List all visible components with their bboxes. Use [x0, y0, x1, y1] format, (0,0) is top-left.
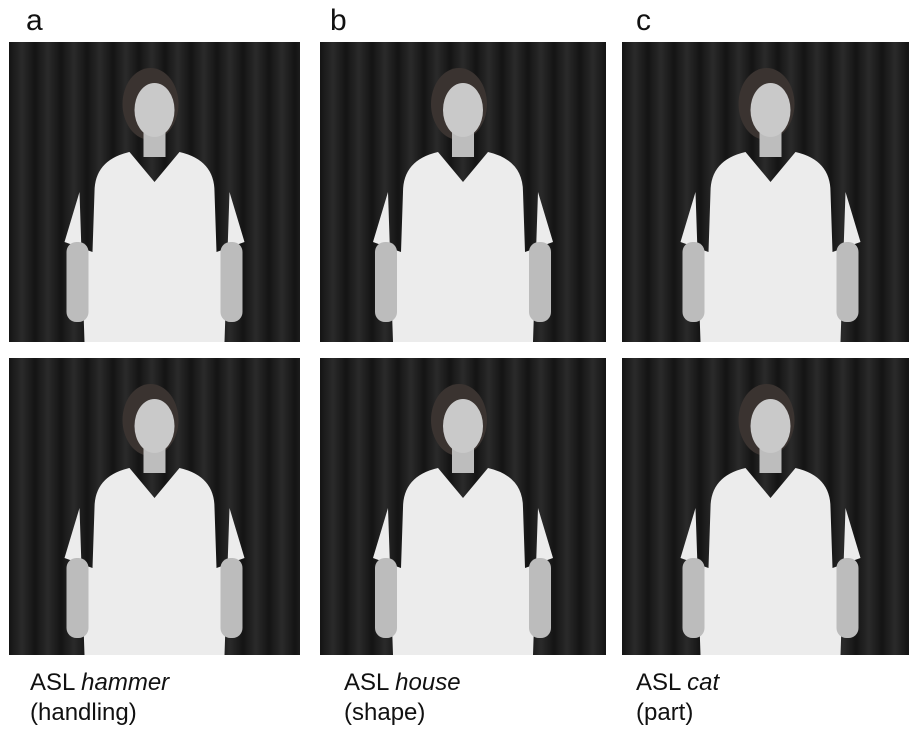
arm	[221, 558, 243, 638]
panel-label: b	[330, 4, 347, 38]
arm	[837, 242, 859, 322]
sign-category: (handling)	[30, 699, 137, 726]
arm	[375, 242, 397, 322]
photo	[320, 358, 606, 655]
photo	[622, 42, 909, 342]
sign-name: hammer	[81, 669, 169, 696]
photo-grid	[0, 0, 909, 731]
photo	[320, 42, 606, 342]
caption-prefix: ASL	[30, 669, 74, 696]
arm	[67, 242, 89, 322]
face	[751, 399, 791, 453]
face	[135, 399, 175, 453]
sign-name: house	[395, 669, 460, 696]
caption-prefix: ASL	[636, 669, 680, 696]
sign-category: (shape)	[344, 699, 425, 726]
photo	[9, 358, 300, 655]
caption: ASL cat (part)	[636, 668, 719, 728]
sign-name: cat	[687, 669, 719, 696]
arm	[375, 558, 397, 638]
arm	[683, 558, 705, 638]
caption-prefix: ASL	[344, 669, 388, 696]
arm	[683, 242, 705, 322]
panel-label: a	[26, 4, 43, 38]
arm	[67, 558, 89, 638]
caption: ASL hammer (handling)	[30, 668, 169, 728]
face	[135, 83, 175, 137]
face	[751, 83, 791, 137]
face	[443, 399, 483, 453]
arm	[529, 242, 551, 322]
face	[443, 83, 483, 137]
photo	[622, 358, 909, 655]
arm	[837, 558, 859, 638]
panel-label: c	[636, 4, 651, 38]
caption: ASL house (shape)	[344, 668, 461, 728]
arm	[221, 242, 243, 322]
photo	[9, 42, 300, 342]
figure: a b c ASL hammer (handling) ASL house (s…	[0, 0, 909, 731]
arm	[529, 558, 551, 638]
sign-category: (part)	[636, 699, 693, 726]
